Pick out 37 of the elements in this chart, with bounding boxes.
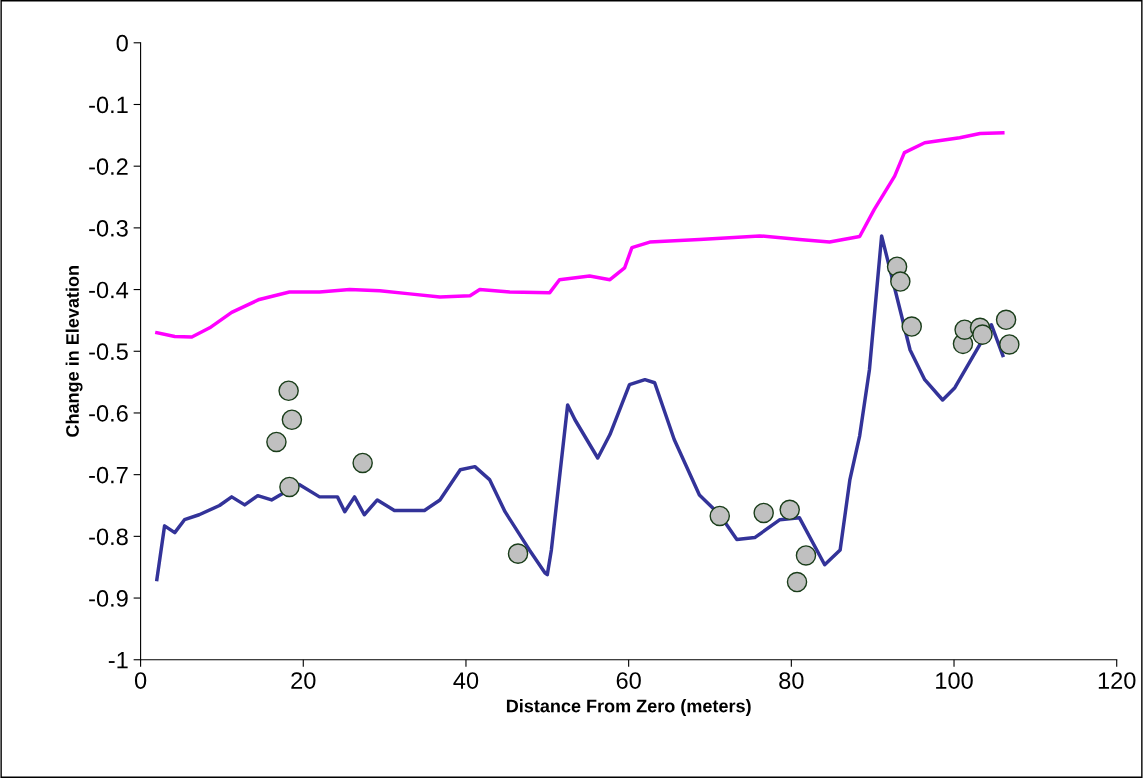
point [507, 543, 529, 564]
point [972, 324, 993, 345]
point [779, 499, 800, 521]
y-tick-label: -0.1 [89, 96, 128, 114]
y-tick-label: -0.4 [89, 281, 129, 299]
y-tick-label: -0.5 [89, 343, 128, 361]
x-tick-label: 80 [779, 672, 804, 689]
y-tick-label: -0.2 [89, 158, 128, 175]
y-axis-title: Change in Elevation [65, 266, 83, 437]
x-tick-label: 120 [1098, 672, 1136, 689]
point [278, 380, 299, 402]
point [995, 309, 1017, 331]
y-tick-label: 0 [116, 34, 128, 52]
point [901, 316, 922, 337]
point [890, 271, 911, 292]
point [795, 545, 817, 566]
y-tick-label: -0.7 [89, 466, 128, 484]
x-tick-label: 0 [134, 672, 147, 689]
x-tick-label: 20 [291, 672, 316, 689]
x-tick-label: 60 [616, 672, 641, 689]
point [352, 452, 373, 474]
point [266, 431, 287, 453]
point [709, 505, 731, 527]
point [999, 334, 1020, 355]
point [753, 502, 774, 524]
line-series [155, 131, 1005, 339]
point [786, 571, 808, 593]
y-tick-label: -0.6 [89, 405, 128, 422]
point [281, 409, 303, 431]
y-tick-label: -0.9 [89, 590, 128, 607]
x-tick-label: 100 [936, 672, 973, 689]
point [279, 476, 300, 498]
y-tick-label: -0.3 [89, 219, 128, 237]
x-axis-title: Distance From Zero (meters) [506, 699, 751, 716]
y-tick-label: -0.8 [89, 528, 128, 546]
y-tick-label: -1 [108, 652, 128, 669]
x-tick-label: 40 [453, 672, 479, 689]
